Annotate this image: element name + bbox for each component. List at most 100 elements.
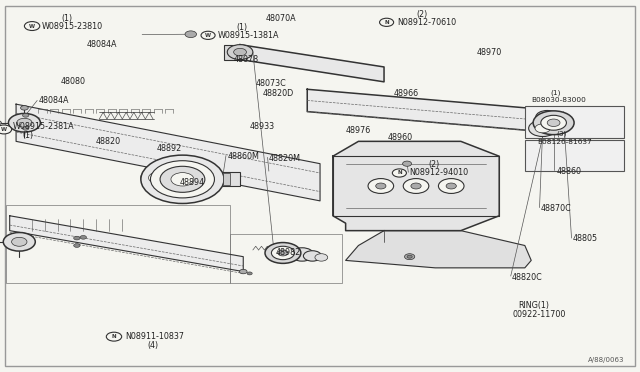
Text: 48860: 48860	[557, 167, 582, 176]
Text: 48976: 48976	[346, 126, 371, 135]
Circle shape	[239, 269, 247, 274]
Circle shape	[0, 125, 12, 134]
Bar	[224, 45, 246, 60]
Text: 48870C: 48870C	[541, 204, 572, 213]
Circle shape	[265, 243, 301, 263]
Circle shape	[376, 183, 386, 189]
Text: W: W	[1, 127, 7, 132]
Circle shape	[403, 161, 412, 166]
Circle shape	[529, 120, 557, 137]
Text: 48892: 48892	[157, 144, 182, 153]
Circle shape	[171, 173, 194, 186]
Text: 48820D: 48820D	[262, 89, 294, 97]
Text: B08126-81637: B08126-81637	[538, 139, 593, 145]
Circle shape	[380, 18, 394, 26]
Circle shape	[368, 179, 394, 193]
Text: 48820M: 48820M	[269, 154, 301, 163]
Text: 48820C: 48820C	[512, 273, 543, 282]
Text: 48078: 48078	[234, 55, 259, 64]
Polygon shape	[240, 45, 384, 82]
Text: 48080: 48080	[61, 77, 86, 86]
Circle shape	[141, 155, 224, 203]
Circle shape	[20, 106, 28, 110]
Circle shape	[22, 126, 29, 130]
Circle shape	[24, 22, 40, 31]
Circle shape	[160, 166, 205, 192]
Circle shape	[403, 179, 429, 193]
Text: 48970: 48970	[477, 48, 502, 57]
Text: W08915-23810: W08915-23810	[42, 22, 103, 31]
Text: W08915-2381A: W08915-2381A	[13, 122, 74, 131]
Circle shape	[392, 169, 406, 177]
Text: N: N	[397, 170, 402, 176]
Text: N08912-94010: N08912-94010	[410, 169, 468, 177]
Circle shape	[278, 250, 288, 256]
Text: (2): (2)	[429, 160, 440, 169]
Text: (4): (4)	[147, 341, 158, 350]
Text: B08030-83000: B08030-83000	[531, 97, 586, 103]
Circle shape	[201, 31, 215, 39]
Circle shape	[411, 183, 421, 189]
Circle shape	[3, 232, 35, 251]
Text: N08911-10837: N08911-10837	[125, 332, 184, 341]
Circle shape	[404, 254, 415, 260]
Circle shape	[541, 115, 566, 130]
Circle shape	[17, 118, 32, 127]
Circle shape	[438, 179, 464, 193]
Circle shape	[303, 251, 321, 261]
Text: N: N	[384, 20, 389, 25]
Bar	[6, 205, 230, 283]
Circle shape	[315, 254, 328, 261]
Text: 48820: 48820	[96, 137, 121, 146]
Text: 48070A: 48070A	[266, 14, 296, 23]
Bar	[230, 234, 342, 283]
Circle shape	[0, 121, 1, 125]
Text: 48860M: 48860M	[227, 152, 259, 161]
Text: 48966: 48966	[394, 89, 419, 97]
Text: 48960: 48960	[387, 133, 412, 142]
Text: 48982: 48982	[275, 248, 301, 257]
Text: 48073C: 48073C	[256, 79, 287, 88]
Circle shape	[234, 48, 246, 56]
Bar	[223, 173, 230, 185]
Text: 00922-11700: 00922-11700	[512, 310, 565, 319]
Text: W: W	[29, 23, 35, 29]
Polygon shape	[307, 89, 570, 134]
Circle shape	[533, 111, 574, 135]
Polygon shape	[333, 141, 499, 231]
Circle shape	[547, 119, 560, 126]
Text: N: N	[111, 334, 116, 339]
Circle shape	[12, 237, 27, 246]
Circle shape	[535, 124, 550, 133]
Text: 48084A: 48084A	[38, 96, 69, 105]
Circle shape	[247, 272, 252, 275]
Bar	[525, 106, 624, 138]
Circle shape	[22, 113, 29, 117]
Circle shape	[185, 31, 196, 38]
Circle shape	[536, 110, 559, 124]
Text: 48084A: 48084A	[86, 40, 117, 49]
Text: A/88/0063: A/88/0063	[588, 357, 624, 363]
Text: (3): (3)	[557, 131, 567, 137]
FancyBboxPatch shape	[5, 6, 635, 366]
Polygon shape	[10, 216, 243, 272]
Circle shape	[74, 244, 80, 247]
Text: 48805: 48805	[573, 234, 598, 243]
Circle shape	[148, 172, 169, 184]
Circle shape	[227, 45, 253, 60]
Circle shape	[106, 332, 122, 341]
Text: W: W	[205, 33, 211, 38]
Text: (1): (1)	[22, 131, 34, 140]
Circle shape	[407, 255, 412, 258]
Text: 48933: 48933	[250, 122, 275, 131]
Circle shape	[80, 235, 86, 239]
Text: (1): (1)	[550, 89, 561, 96]
Text: (1): (1)	[237, 23, 248, 32]
Text: W08915-1381A: W08915-1381A	[218, 31, 279, 40]
Bar	[525, 140, 624, 171]
Text: (1): (1)	[61, 14, 72, 23]
Circle shape	[271, 246, 294, 260]
Text: N08912-70610: N08912-70610	[397, 18, 456, 27]
Circle shape	[150, 161, 214, 198]
Circle shape	[291, 248, 314, 261]
